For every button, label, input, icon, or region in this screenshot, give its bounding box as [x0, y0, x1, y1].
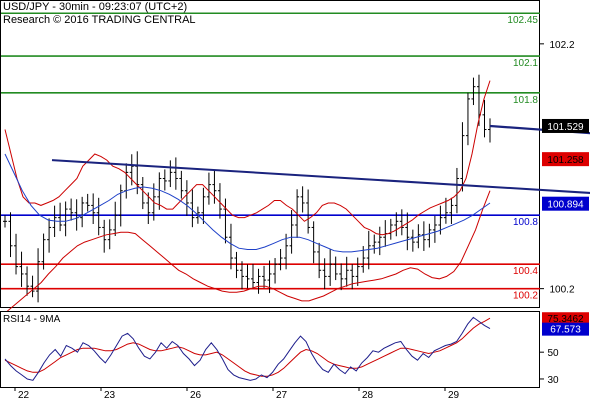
y-tick-label: 102.2 [549, 40, 574, 51]
level-label: 100.2 [513, 291, 538, 302]
price-plot-area [0, 0, 540, 308]
x-tick-label: 29 [448, 390, 460, 400]
rsi-panel-title: RSI14 - 9MA [3, 314, 61, 325]
level-label: 102.45 [507, 15, 538, 26]
level-label: 100.8 [513, 217, 538, 228]
price-badge-label: 100.894 [547, 200, 584, 211]
x-tick-label: 27 [276, 390, 288, 400]
chart-title: USD/JPY - 30min - 09:23:07 (UTC+2) [3, 1, 188, 13]
price-levels: 102.45 102.1 101.8 100.8 100.4 100.2 [1, 12, 540, 302]
price-badge [542, 196, 589, 211]
price-panel: 102.45 102.1 101.8 100.8 100.4 100.2 102.2 100… [0, 0, 590, 314]
x-tick-label: 28 [362, 390, 374, 400]
x-tick-label: 22 [18, 390, 30, 400]
chart-copyright: Research © 2016 TRADING CENTRAL [3, 14, 196, 26]
rsi-y-tick-label: 30 [547, 375, 559, 386]
price-bars [3, 74, 492, 303]
rsi-ma-line [4, 317, 491, 377]
rsi-badge [542, 322, 589, 336]
price-badge-label: 101.258 [547, 155, 584, 166]
rsi-y-tick-label: 50 [547, 348, 559, 359]
y-tick-label: 100.2 [549, 285, 574, 296]
level-label: 102.1 [513, 58, 538, 69]
rsi-badge [542, 312, 589, 326]
resistance-trendline [51, 159, 590, 194]
rsi-plot-area [0, 311, 540, 388]
price-badge [542, 118, 589, 133]
moving-average [4, 153, 491, 253]
rsi-badge-label: 75.3462 [547, 314, 584, 325]
rsi-badge-label: 67.573 [550, 325, 581, 336]
price-annotations [51, 124, 590, 194]
x-tick-label: 23 [104, 390, 116, 400]
bollinger-lower [4, 190, 491, 314]
x-tick-label: 26 [190, 390, 202, 400]
price-badge [542, 152, 589, 167]
rsi-line [4, 316, 491, 381]
level-label: 100.4 [513, 266, 538, 277]
level-label: 101.8 [513, 95, 538, 106]
price-axis: 102.2 100.2 101.529 101.258 100.894 [540, 40, 589, 296]
price-badge-label: 101.529 [547, 122, 584, 133]
x-axis: 22 23 26 27 28 29 [14, 387, 460, 400]
rsi-lines [4, 316, 491, 381]
